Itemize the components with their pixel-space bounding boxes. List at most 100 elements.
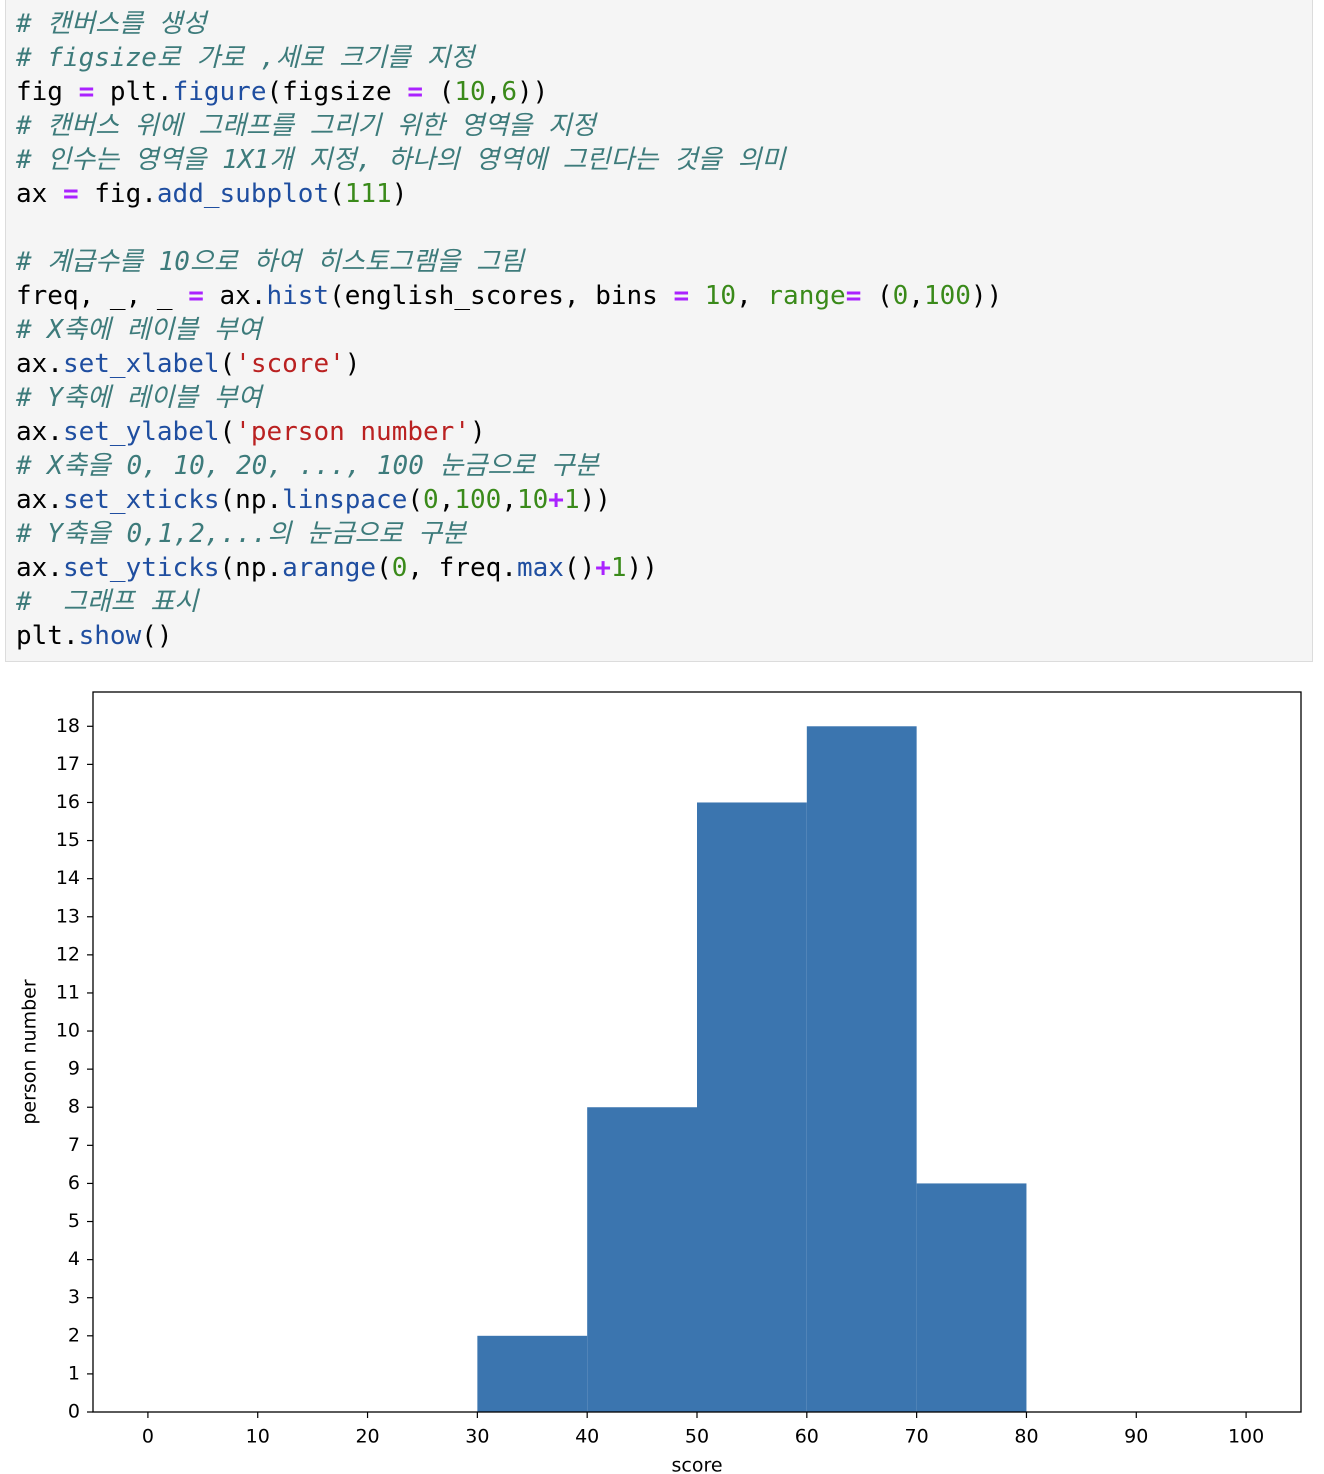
y-tick-label: 15 — [56, 829, 80, 851]
code-token: figure — [172, 77, 267, 107]
code-token: ) — [391, 179, 408, 209]
y-tick-label: 7 — [68, 1134, 80, 1156]
code-token: , — [485, 77, 502, 107]
x-tick-label: 70 — [905, 1426, 929, 1448]
code-token: )) — [970, 281, 1003, 311]
code-token: )) — [579, 485, 611, 515]
x-tick-label: 30 — [465, 1426, 489, 1448]
x-tick-label: 50 — [685, 1426, 709, 1448]
y-tick-label: 14 — [56, 867, 80, 889]
y-tick-label: 9 — [68, 1058, 80, 1080]
code-token: ) — [469, 417, 486, 447]
code-token: plt. — [94, 77, 173, 107]
code-token: (english_scores, bins — [329, 281, 674, 311]
code-token: 100 — [923, 281, 971, 311]
code-token: set_yticks — [62, 553, 220, 583]
code-cell: # 캔버스를 생성 # figsize로 가로 ,세로 크기를 지정 fig = p… — [5, 0, 1313, 662]
code-token: # Y축을 0,1,2,...의 눈금으로 구분 — [16, 519, 467, 549]
code-token: 1 — [610, 553, 627, 583]
code-token: ax. — [16, 417, 63, 447]
y-tick-label: 0 — [68, 1401, 80, 1423]
code-token: ax. — [16, 485, 63, 515]
y-tick-label: 10 — [56, 1020, 80, 1042]
y-tick-label: 11 — [56, 981, 80, 1003]
code-line: # 그래프 표시 — [16, 585, 1002, 619]
code-line: ax = fig.add_subplot(111) — [16, 177, 1002, 211]
code-token: ( — [329, 179, 345, 209]
code-token: , — [736, 281, 768, 311]
code-token: , — [438, 485, 455, 515]
code-line: # X축을 0, 10, 20, ..., 100 눈금으로 구분 — [16, 449, 1002, 483]
code-token: 111 — [344, 179, 392, 209]
x-axis-label: score — [671, 1455, 722, 1474]
code-token: 0 — [892, 281, 909, 311]
code-token: )) — [516, 77, 549, 107]
code-token: # 인수는 영역을 1X1개 지정, 하나의 영역에 그린다는 것을 의미 — [16, 145, 786, 175]
y-tick-label: 16 — [56, 791, 80, 813]
code-token — [689, 281, 705, 311]
x-tick-label: 90 — [1124, 1426, 1148, 1448]
code-line: freq, _, _ = ax.hist(english_scores, bin… — [16, 279, 1002, 313]
y-tick-label: 12 — [56, 943, 80, 965]
code-token: range — [767, 281, 846, 311]
y-tick-label: 18 — [56, 715, 80, 737]
y-tick-label: 8 — [68, 1096, 80, 1118]
code-token: (figsize — [266, 77, 408, 107]
code-token: set_ylabel — [62, 417, 220, 447]
x-tick-label: 100 — [1228, 1426, 1264, 1448]
y-tick-label: 13 — [56, 905, 80, 927]
code-token: = — [673, 281, 690, 311]
code-token: () — [141, 621, 173, 651]
code-token: # 계급수를 10으로 하여 히스토그램을 그림 — [16, 247, 524, 277]
code-token: (np. — [219, 485, 283, 515]
code-token: (np. — [219, 553, 283, 583]
code-token: 0 — [423, 485, 439, 515]
code-token: 'person number' — [235, 417, 470, 447]
code-token: () — [563, 553, 596, 583]
code-token: # 캔버스를 생성 — [16, 9, 207, 39]
code-token: 'score' — [235, 349, 345, 379]
y-axis-label: person number — [19, 979, 41, 1125]
code-token: , — [501, 485, 517, 515]
code-token: ( — [219, 349, 236, 379]
code-token: = — [188, 281, 204, 311]
y-tick-label: 3 — [68, 1286, 80, 1308]
code-token: ) — [344, 349, 361, 379]
code-line: ax.set_ylabel('person number') — [16, 415, 1002, 449]
code-token: max — [516, 553, 564, 583]
code-line: # 계급수를 10으로 하여 히스토그램을 그림 — [16, 245, 1002, 279]
code-token: # 그래프 표시 — [16, 587, 199, 617]
code-token: ( — [219, 417, 236, 447]
x-tick-label: 20 — [355, 1426, 379, 1448]
code-token: 10 — [704, 281, 737, 311]
code: # 캔버스를 생성 # figsize로 가로 ,세로 크기를 지정 fig = p… — [16, 7, 1002, 653]
code-token: = — [845, 281, 862, 311]
bar — [916, 1183, 1027, 1412]
y-tick-label: 5 — [68, 1210, 80, 1232]
code-token: ( — [407, 485, 424, 515]
code-token: freq, _, _ — [16, 281, 189, 311]
y-tick-label: 1 — [68, 1362, 80, 1384]
y-tick-label: 6 — [68, 1172, 80, 1194]
code-token: ax. — [16, 553, 63, 583]
code-token: add_subplot — [156, 179, 330, 209]
code-token: # figsize로 가로 ,세로 크기를 지정 — [16, 43, 475, 73]
code-token: = — [78, 77, 95, 107]
code-line: # figsize로 가로 ,세로 크기를 지정 — [16, 41, 1002, 75]
code-token: 6 — [501, 77, 517, 107]
code-line: # Y축을 0,1,2,...의 눈금으로 구분 — [16, 517, 1002, 551]
code-token: ax — [16, 179, 63, 209]
code-token: 1 — [563, 485, 580, 515]
x-tick-label: 10 — [246, 1426, 270, 1448]
code-token: # X축에 레이블 부여 — [16, 315, 262, 345]
code-token: ax. — [16, 349, 63, 379]
x-tick-label: 0 — [142, 1426, 154, 1448]
code-token: ( — [423, 77, 455, 107]
x-tick-label: 60 — [795, 1426, 819, 1448]
code-token: arange — [282, 553, 377, 583]
code-token: )) — [626, 553, 658, 583]
x-tick-label: 40 — [575, 1426, 599, 1448]
y-tick-label: 2 — [68, 1324, 80, 1346]
code-token: 0 — [391, 553, 408, 583]
